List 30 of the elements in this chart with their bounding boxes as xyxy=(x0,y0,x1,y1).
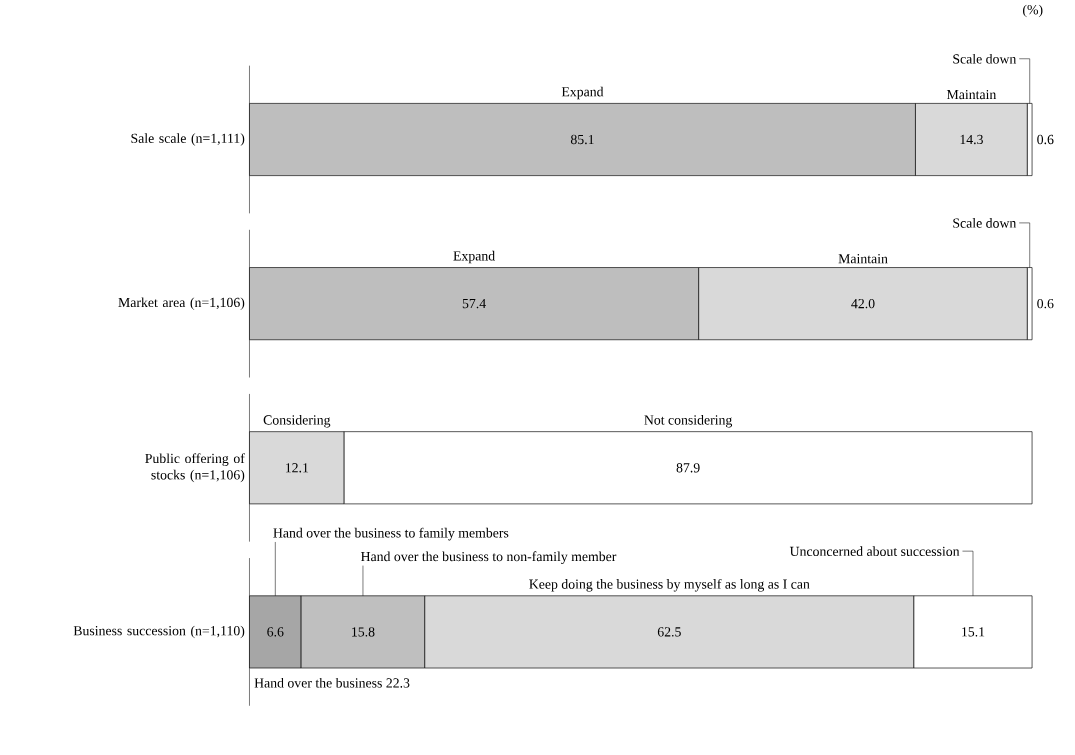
y-tick-label: Public offering of stocks (n=1,106) xyxy=(145,453,245,483)
data-label: 0.6 xyxy=(1037,134,1054,145)
annotation: Hand over the business 22.3 xyxy=(254,677,410,688)
data-label: 62.5 xyxy=(657,627,681,637)
text: Maintain xyxy=(946,89,997,100)
text: Scale down xyxy=(953,53,1017,64)
series-label: Expand xyxy=(453,250,495,264)
text: Expand xyxy=(561,86,604,100)
y-tick-label: Market area (n=1,106) xyxy=(118,297,245,310)
data-label: 87.9 xyxy=(676,463,700,473)
text: Unconcerned about succession xyxy=(789,546,960,557)
y-tick-label: Sale scale (n=1,111) xyxy=(131,133,245,146)
data-label: 57.4 xyxy=(462,299,486,309)
data-label: 42.0 xyxy=(851,298,875,309)
data-label: 14.3 xyxy=(960,134,983,145)
series-label: Maintain xyxy=(838,254,888,264)
data-label: 15.8 xyxy=(352,627,375,637)
y-tick-label: Business succession (n=1,110) xyxy=(73,625,245,639)
data-label: 12.1 xyxy=(285,463,309,473)
text: Hand over the business to family members xyxy=(273,527,509,541)
data-label: 6.6 xyxy=(267,627,284,637)
data-label: 85.1 xyxy=(570,134,594,145)
series-label: Not considering xyxy=(644,414,733,428)
series-label: Considering xyxy=(263,414,331,428)
text: Scale down xyxy=(953,218,1017,228)
data-label: 15.1 xyxy=(962,627,985,637)
series-label: Keep doing the business by myself as long as I can xyxy=(529,578,810,592)
data-label: 0.6 xyxy=(1037,298,1054,309)
text: (%) xyxy=(1023,4,1043,18)
text: Hand over the business to non-family member xyxy=(360,551,617,565)
